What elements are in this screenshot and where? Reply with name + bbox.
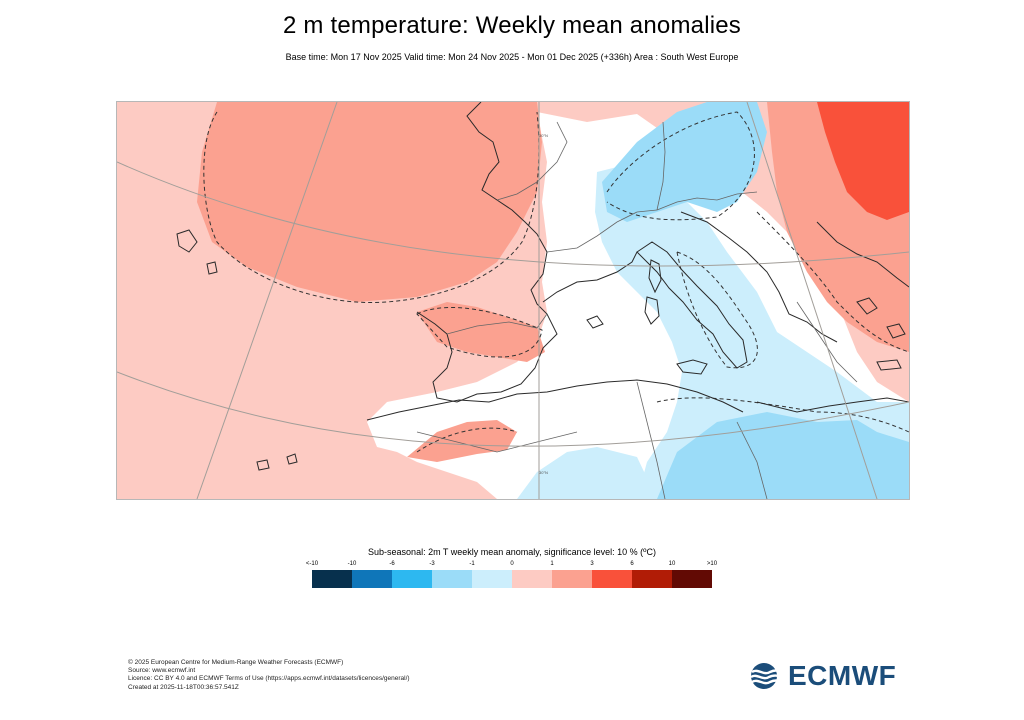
legend-swatch xyxy=(592,570,632,588)
legend-swatch xyxy=(512,570,552,588)
legend-tick: 10 xyxy=(668,561,676,567)
legend-tick: -10 xyxy=(347,561,357,567)
page-title: 2 m temperature: Weekly mean anomalies xyxy=(282,12,742,39)
warm-medium-morocco xyxy=(407,420,517,462)
ecmwf-logo-text: ECMWF xyxy=(788,660,897,691)
legend-tick: -3 xyxy=(429,561,435,567)
legend-swatch xyxy=(632,570,672,588)
legend-swatch xyxy=(552,570,592,588)
legend-swatch xyxy=(432,570,472,588)
warm-strong-east xyxy=(817,102,909,220)
legend-tick: <-10 xyxy=(305,561,319,567)
cold-light-south xyxy=(517,447,657,499)
graticule-label-bottom: 30°N xyxy=(539,470,548,475)
legend-swatch xyxy=(672,570,712,588)
legend-tick: -6 xyxy=(389,561,395,567)
legend-title: Sub-seasonal: 2m T weekly mean anomaly, … xyxy=(368,547,656,557)
islands xyxy=(176,229,906,471)
legend-ticks: <-10 -10 -6 -3 -1 0 1 3 6 10 >10 xyxy=(306,561,717,570)
licence-text: Licence: CC BY 4.0 and ECMWF Terms of Us… xyxy=(128,675,410,683)
legend-swatch xyxy=(312,570,352,588)
warm-medium-atlantic xyxy=(197,102,542,302)
graticule xyxy=(117,102,909,499)
country-borders xyxy=(416,121,858,499)
legend-colorbar xyxy=(312,570,712,588)
legend-tick: 0 xyxy=(510,561,514,567)
footer-credits: © 2025 European Centre for Medium-Range … xyxy=(128,659,410,692)
significance-contours xyxy=(203,111,909,453)
page-subtitle: Base time: Mon 17 Nov 2025 Valid time: M… xyxy=(285,52,739,62)
legend-swatch xyxy=(352,570,392,588)
legend-swatch xyxy=(472,570,512,588)
copyright-text: © 2025 European Centre for Medium-Range … xyxy=(128,659,344,666)
source-text: Source: www.ecmwf.int xyxy=(128,667,196,675)
ecmwf-logo[interactable]: ECMWF xyxy=(748,660,908,692)
legend-swatch xyxy=(392,570,432,588)
created-text: Created at 2025-11-18T00:36:57.541Z xyxy=(128,683,239,691)
legend-tick: -1 xyxy=(469,561,475,567)
cold-medium-alps xyxy=(602,102,767,222)
legend-tick: 1 xyxy=(550,561,554,567)
graticule-label-top: 30°N xyxy=(539,133,548,138)
cold-light-zone xyxy=(595,162,909,499)
legend-tick: 3 xyxy=(590,561,594,567)
warm-medium-iberia xyxy=(417,302,545,362)
legend-tick: >10 xyxy=(706,561,718,567)
ecmwf-logo-icon xyxy=(750,663,784,689)
anomaly-map[interactable]: 30°N 30°N xyxy=(116,101,910,500)
map-canvas: 30°N 30°N xyxy=(117,102,909,499)
legend-tick: 6 xyxy=(630,561,634,567)
